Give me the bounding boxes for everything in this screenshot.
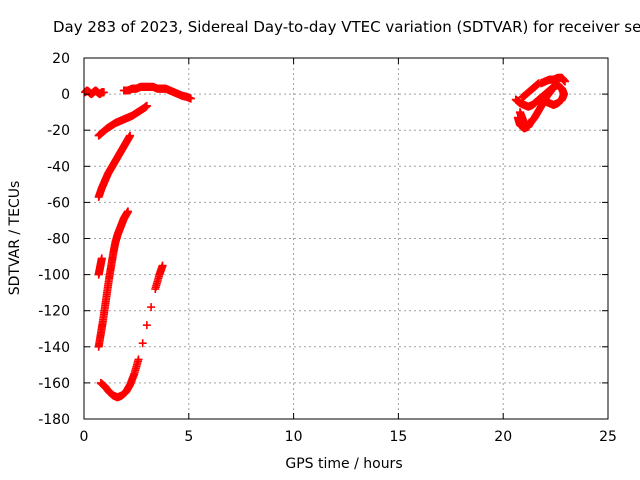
data-point <box>557 84 568 98</box>
data-point <box>138 339 147 348</box>
y-tick-label: -100 <box>38 268 70 284</box>
data-point <box>149 82 161 93</box>
y-tick-label: -60 <box>47 195 70 211</box>
x-tick-label: 25 <box>599 429 617 445</box>
y-tick-label: -40 <box>47 159 70 175</box>
y-tick-label: -80 <box>47 232 70 248</box>
data-point <box>186 94 195 103</box>
data-points <box>81 73 570 402</box>
data-point <box>103 276 113 297</box>
y-tick-label: -120 <box>38 304 70 320</box>
data-point <box>534 79 543 88</box>
data-point <box>561 77 570 86</box>
data-point <box>142 101 151 110</box>
data-point <box>94 185 106 201</box>
data-point <box>151 272 163 294</box>
y-tick-label: -160 <box>38 376 70 392</box>
data-point <box>158 261 167 270</box>
x-tick-label: 0 <box>80 429 89 445</box>
data-point <box>526 83 539 95</box>
data-point <box>547 86 556 95</box>
data-point <box>541 75 553 86</box>
axis-ticks: 0 5 10 15 20 25 20 0 -20 -40 -60 -80 -100 -120 -140 -16… <box>38 51 617 445</box>
data-point <box>534 100 547 115</box>
y-tick-label: 20 <box>52 51 70 67</box>
x-tick-label: 5 <box>184 429 193 445</box>
data-point <box>99 88 108 97</box>
chart-title: Day 283 of 2023, Sidereal Day-to-day VTE… <box>53 18 640 36</box>
data-point <box>142 321 151 330</box>
x-axis-label: GPS time / hours <box>285 456 403 472</box>
data-point <box>134 355 143 364</box>
data-point <box>528 115 537 124</box>
data-point <box>100 290 111 312</box>
data-point <box>124 207 133 216</box>
y-tick-label: -140 <box>38 340 70 356</box>
data-point <box>97 254 106 263</box>
grid-lines <box>84 58 608 419</box>
x-tick-label: 10 <box>285 429 303 445</box>
data-point <box>126 131 135 140</box>
y-tick-label: -20 <box>47 123 70 139</box>
x-tick-label: 20 <box>494 429 512 445</box>
x-tick-label: 15 <box>389 429 407 445</box>
y-tick-label: -180 <box>38 412 70 428</box>
data-point <box>147 303 156 312</box>
y-tick-label: 0 <box>61 87 70 103</box>
